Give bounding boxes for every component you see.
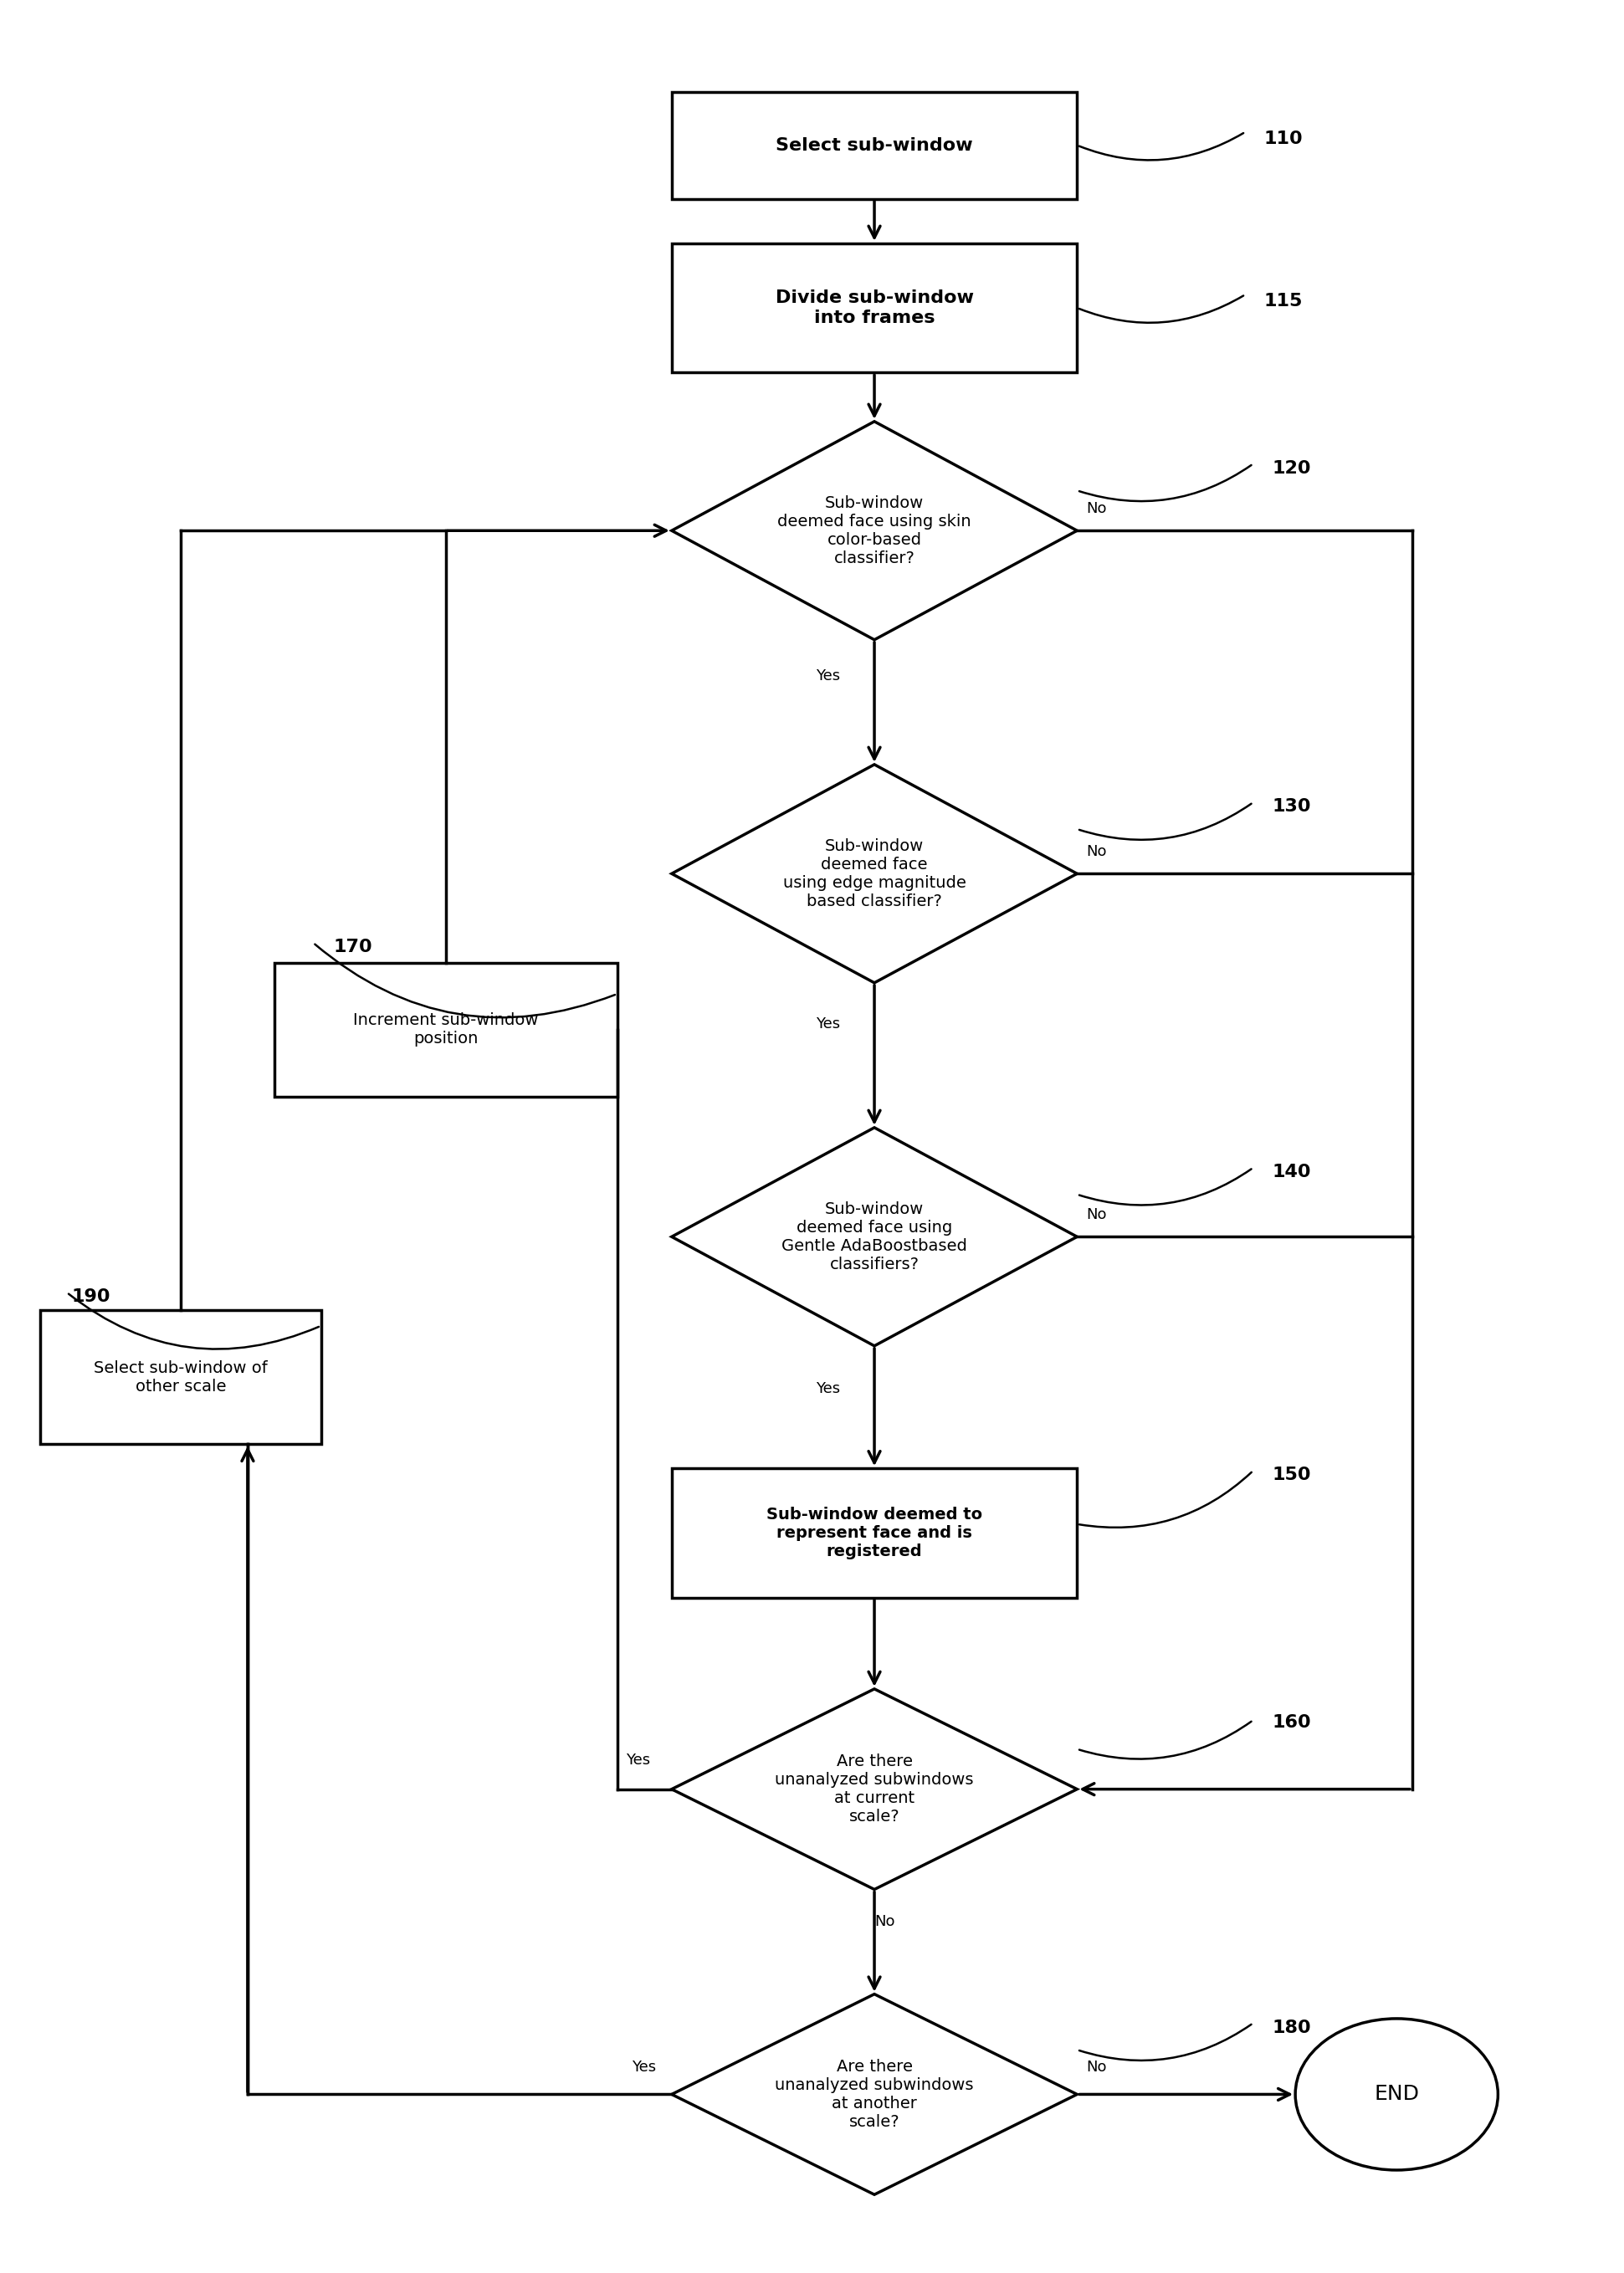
Text: No: No xyxy=(1086,500,1108,516)
Text: Yes: Yes xyxy=(625,1752,650,1768)
Text: Yes: Yes xyxy=(632,2059,656,2075)
Polygon shape xyxy=(672,1993,1077,2196)
Text: Increment sub-window
position: Increment sub-window position xyxy=(352,1011,538,1048)
Text: 120: 120 xyxy=(1272,459,1311,477)
Ellipse shape xyxy=(1296,2018,1497,2171)
Bar xyxy=(672,1468,1077,1598)
Text: Sub-window
deemed face
using edge magnitude
based classifier?: Sub-window deemed face using edge magnit… xyxy=(783,839,966,909)
Text: 190: 190 xyxy=(71,1289,110,1305)
Bar xyxy=(672,243,1077,373)
Text: Are there
unanalyzed subwindows
at current
scale?: Are there unanalyzed subwindows at curre… xyxy=(775,1752,974,1825)
Polygon shape xyxy=(672,764,1077,982)
Polygon shape xyxy=(672,1689,1077,1889)
Text: 110: 110 xyxy=(1263,130,1302,148)
Text: 150: 150 xyxy=(1272,1466,1311,1484)
Text: Sub-window
deemed face using
Gentle AdaBoostbased
classifiers?: Sub-window deemed face using Gentle AdaB… xyxy=(781,1200,968,1273)
Text: No: No xyxy=(1086,1207,1108,1223)
Text: 160: 160 xyxy=(1272,1714,1311,1730)
Text: 115: 115 xyxy=(1263,293,1302,309)
Bar xyxy=(274,964,617,1096)
Text: Yes: Yes xyxy=(815,1016,840,1032)
Text: 180: 180 xyxy=(1272,2018,1311,2037)
Text: No: No xyxy=(1086,843,1108,859)
Text: 140: 140 xyxy=(1272,1164,1311,1180)
Bar xyxy=(672,91,1077,198)
Text: Sub-window
deemed face using skin
color-based
classifier?: Sub-window deemed face using skin color-… xyxy=(778,496,971,566)
Text: Yes: Yes xyxy=(815,1382,840,1396)
Text: Are there
unanalyzed subwindows
at another
scale?: Are there unanalyzed subwindows at anoth… xyxy=(775,2059,974,2130)
Text: END: END xyxy=(1374,2084,1419,2105)
Text: Sub-window deemed to
represent face and is
registered: Sub-window deemed to represent face and … xyxy=(767,1507,983,1559)
Text: Select sub-window: Select sub-window xyxy=(776,136,973,155)
Polygon shape xyxy=(672,421,1077,639)
Text: Yes: Yes xyxy=(815,668,840,684)
Polygon shape xyxy=(672,1127,1077,1346)
Text: Select sub-window of
other scale: Select sub-window of other scale xyxy=(94,1359,268,1393)
Text: No: No xyxy=(1086,2059,1108,2075)
Text: 170: 170 xyxy=(333,939,372,955)
Text: No: No xyxy=(874,1914,895,1930)
Text: 130: 130 xyxy=(1272,798,1311,816)
Text: Divide sub-window
into frames: Divide sub-window into frames xyxy=(775,289,973,325)
Bar xyxy=(41,1309,322,1443)
